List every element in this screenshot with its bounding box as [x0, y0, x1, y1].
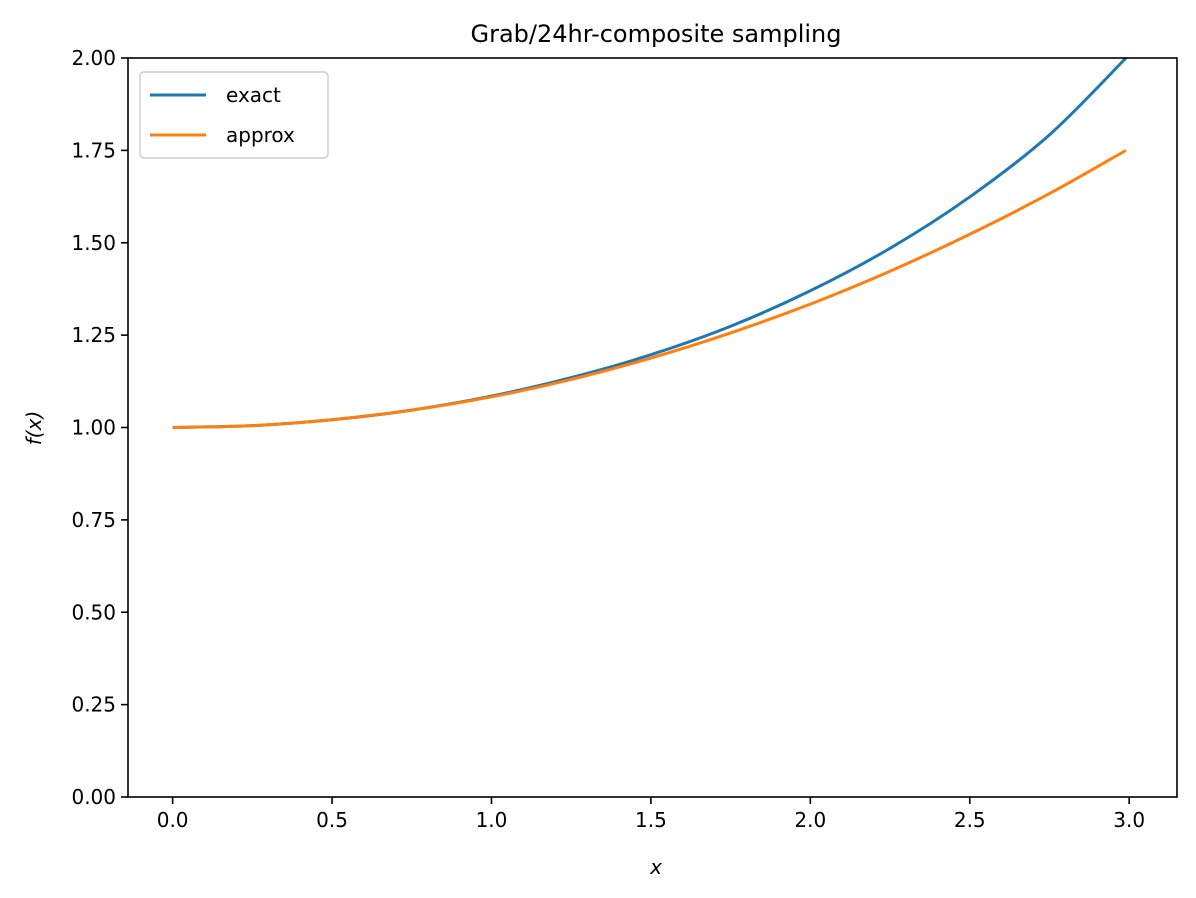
series-layer	[172, 56, 1128, 429]
y-tick-label: 1.50	[71, 231, 116, 255]
x-tick-label: 2.5	[954, 808, 986, 832]
y-tick-label: 0.25	[71, 693, 116, 717]
y-tick-label: 1.25	[71, 323, 116, 347]
chart-title: Grab/24hr-composite sampling	[471, 20, 842, 48]
x-tick-label: 0.5	[316, 808, 348, 832]
y-tick-label: 1.75	[71, 138, 116, 162]
y-tick-label: 1.00	[71, 416, 116, 440]
x-tick-label: 3.0	[1113, 808, 1145, 832]
x-tick-label: 1.5	[635, 808, 667, 832]
axes-frame	[127, 57, 1178, 798]
legend-label-exact: exact	[226, 83, 281, 107]
y-tick-label: 2.00	[71, 46, 116, 70]
legend: exact approx	[139, 71, 329, 159]
y-axis-label: f(x)	[22, 411, 46, 445]
series-line-approx	[172, 149, 1127, 429]
x-axis: 0.0 0.5 1.0 1.5 2.0 2.5 3.0	[157, 797, 1145, 832]
x-tick-label: 2.0	[794, 808, 826, 832]
y-axis: 0.00 0.25 0.50 0.75 1.00 1.25 1.50 1.75 2.00	[71, 46, 128, 809]
x-tick-label: 1.0	[476, 808, 508, 832]
x-tick-label: 0.0	[157, 808, 189, 832]
legend-label-approx: approx	[226, 123, 295, 147]
y-tick-label: 0.75	[71, 508, 116, 532]
y-tick-label: 0.00	[71, 785, 116, 809]
x-axis-label: x	[649, 855, 662, 879]
y-tick-label: 0.50	[71, 600, 116, 624]
